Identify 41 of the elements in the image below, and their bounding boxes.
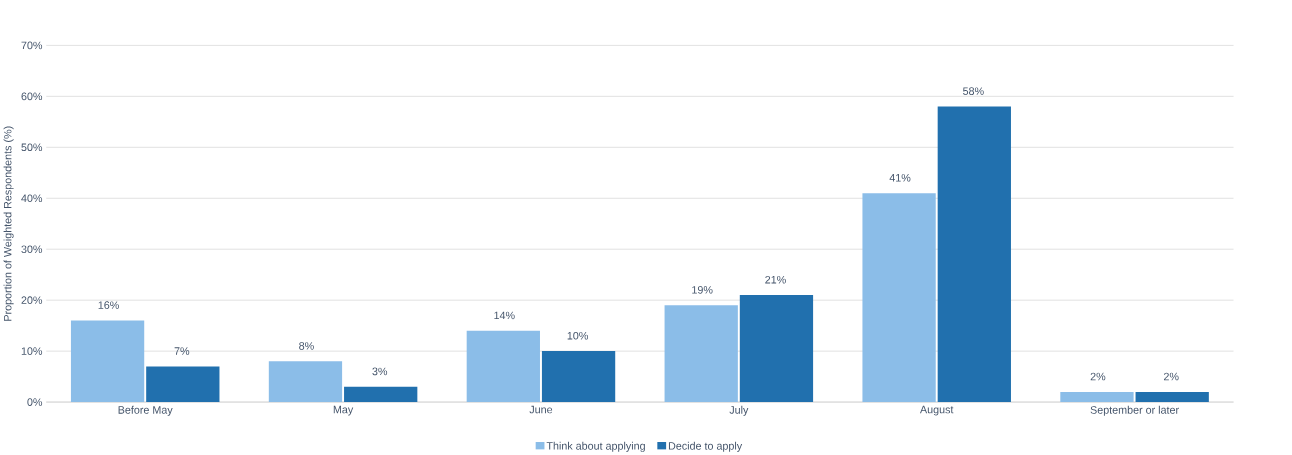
data-label: 2% (1163, 372, 1179, 381)
x-tick-label: September or later (1090, 405, 1179, 416)
y-axis-title: Proportion of Weighted Respondents (%) (3, 126, 14, 321)
data-label: 41% (889, 173, 911, 182)
bar (1135, 391, 1209, 403)
y-tick-label: 0% (27, 398, 43, 406)
bar (541, 351, 616, 403)
y-tick-label: 20% (21, 296, 43, 304)
bar (344, 386, 418, 403)
legend-label: Think about applying (546, 441, 645, 452)
bar (937, 106, 1011, 403)
data-label: 19% (692, 285, 713, 294)
legend-label: Decide to apply (668, 441, 743, 452)
x-tick-label: August (919, 405, 954, 416)
bar (466, 330, 540, 403)
data-label: 3% (372, 367, 388, 376)
bar (268, 361, 343, 403)
data-label: 21% (765, 275, 786, 284)
bar (146, 366, 220, 403)
x-tick-label: July (729, 405, 749, 416)
data-label: 14% (494, 311, 515, 320)
bar (739, 295, 814, 403)
data-label: 8% (299, 342, 314, 350)
x-tick-label: June (529, 405, 553, 414)
y-tick-label: 50% (21, 143, 43, 152)
y-tick-label: 60% (21, 92, 43, 101)
x-tick-label: May (333, 405, 354, 416)
y-tick-label: 70% (21, 41, 43, 50)
x-tick-label: Before May (118, 405, 173, 416)
bar (1060, 391, 1134, 403)
data-label: 16% (98, 301, 119, 309)
y-tick-label: 30% (21, 245, 43, 253)
bar (664, 305, 738, 403)
bar (862, 193, 936, 403)
y-tick-label: 10% (21, 347, 43, 355)
data-label: 10% (567, 331, 588, 340)
y-tick-label: 40% (21, 194, 43, 202)
data-label: 2% (1090, 372, 1106, 381)
bar (70, 320, 145, 403)
data-label: 58% (963, 87, 984, 95)
data-label: 7% (174, 347, 190, 355)
